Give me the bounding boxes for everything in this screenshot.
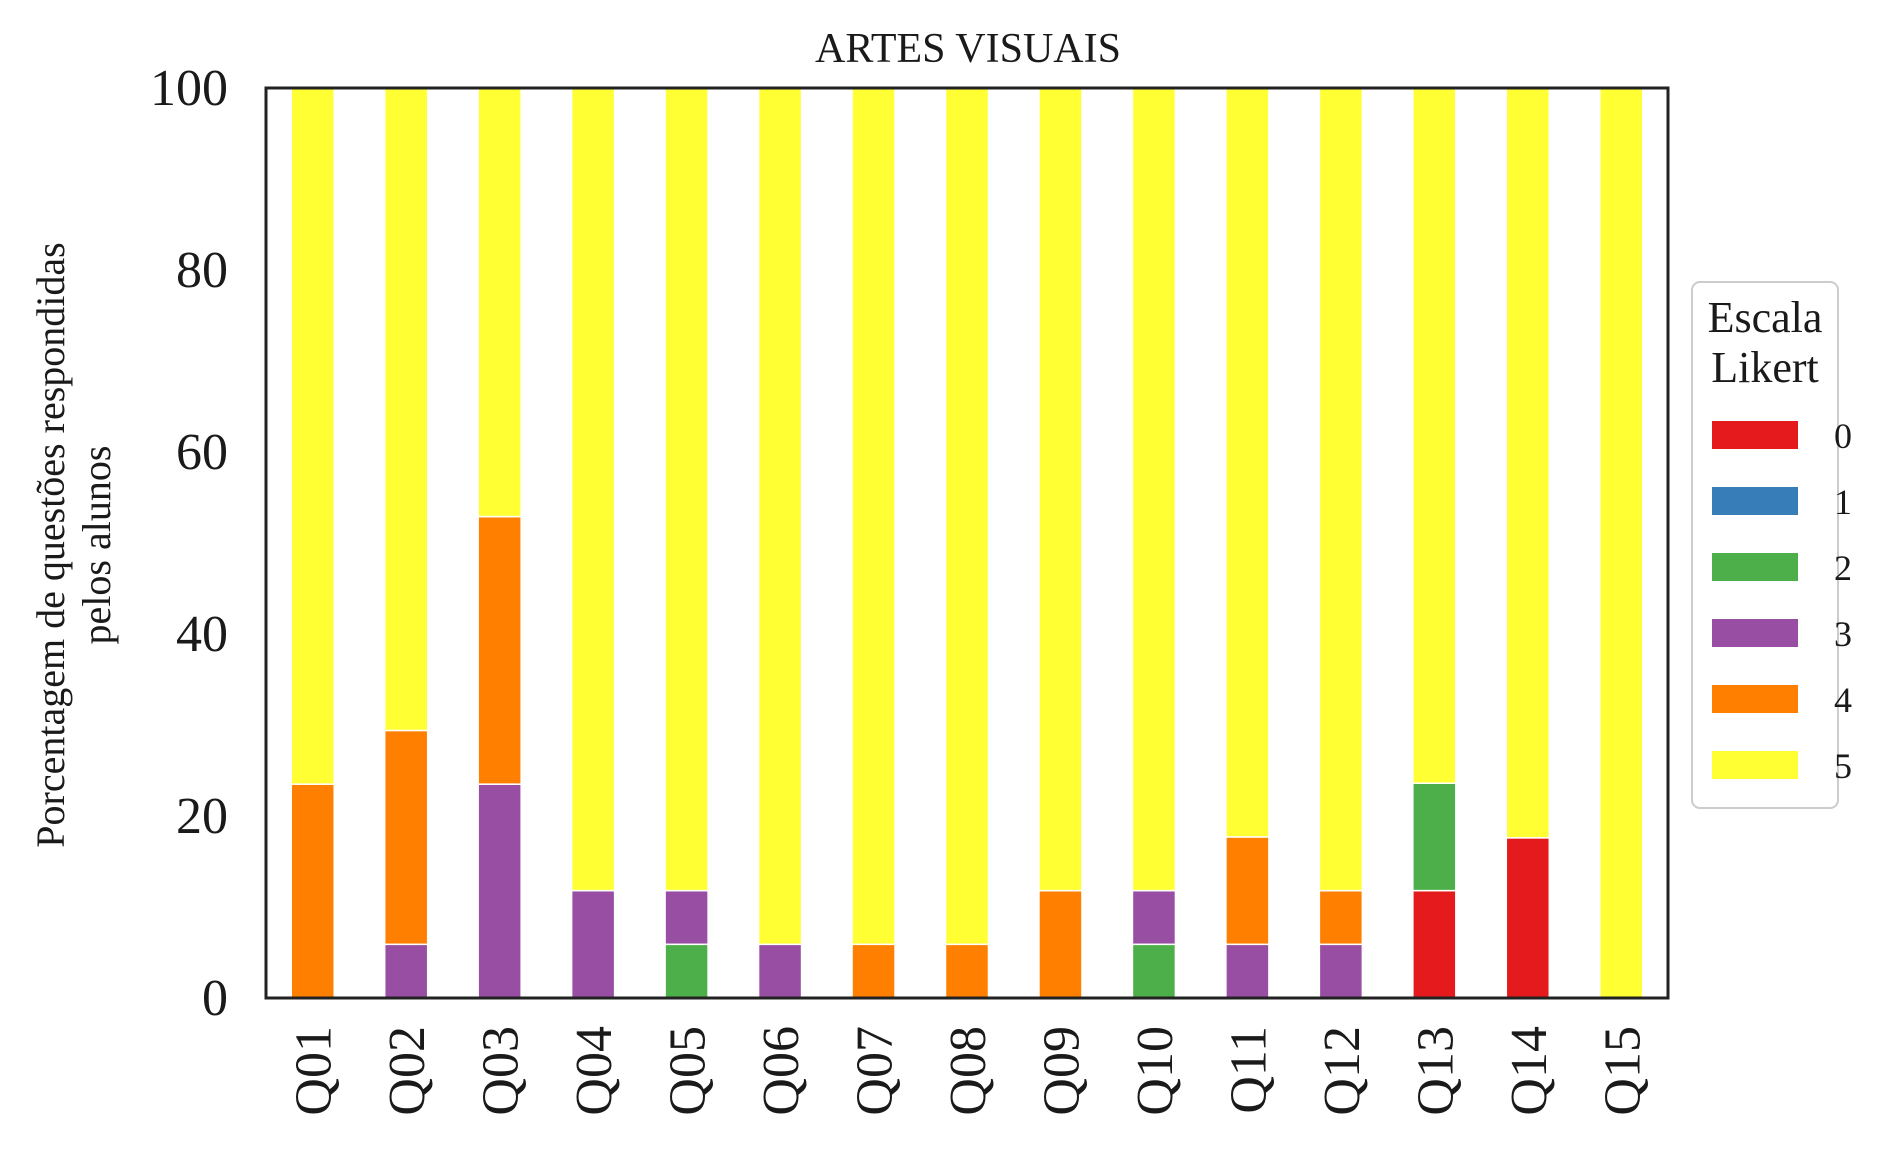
legend-label-1: 1 [1834, 482, 1852, 522]
y-axis-label-line-1: Porcentagem de questões respondidas [28, 242, 73, 847]
bar-q04-likert-5 [570, 87, 616, 892]
bar-q08-likert-5 [944, 87, 990, 946]
x-tick-label-q05: Q05 [660, 1026, 717, 1116]
legend-title-line-2: Likert [1711, 343, 1819, 392]
bar-q11-likert-3 [1225, 943, 1270, 999]
bar-q10-likert-5 [1131, 87, 1177, 892]
legend-swatch-0 [1712, 421, 1798, 449]
y-tick-label-0: 0 [202, 970, 228, 1027]
x-tick-label-q04: Q04 [566, 1026, 623, 1116]
legend-label-2: 2 [1834, 548, 1852, 588]
chart-title: ARTES VISUAIS [815, 26, 1121, 72]
bar-q12-likert-5 [1318, 87, 1364, 892]
x-tick-label-q13: Q13 [1407, 1026, 1464, 1116]
bar-q14-likert-5 [1505, 87, 1551, 839]
bar-q08-likert-4 [944, 943, 990, 999]
legend-label-3: 3 [1834, 614, 1852, 654]
bar-q05-likert-2 [664, 943, 709, 999]
plot-frame [264, 86, 1670, 1000]
bar-q01-likert-4 [290, 783, 335, 999]
x-tick-label-q11: Q11 [1220, 1026, 1277, 1114]
x-tick-label-q14: Q14 [1501, 1026, 1558, 1116]
bar-q06-likert-5 [757, 87, 803, 946]
y-tick-label-40: 40 [176, 606, 228, 663]
bar-q02-likert-4 [383, 729, 429, 946]
legend-label-5: 5 [1834, 746, 1852, 786]
x-tick-label-q06: Q06 [753, 1026, 810, 1116]
bar-q06-likert-3 [757, 943, 803, 999]
legend-label-0: 0 [1834, 416, 1852, 456]
bar-q03-likert-4 [477, 515, 522, 785]
bar-q14-likert-0 [1505, 837, 1551, 999]
bar-q13-likert-2 [1412, 782, 1457, 892]
y-axis-label: Porcentagem de questões respondidas pelo… [28, 242, 119, 847]
bar-q15-likert-5 [1599, 87, 1644, 999]
bar-q07-likert-4 [851, 943, 896, 999]
x-tick-label-q07: Q07 [847, 1026, 904, 1116]
legend: Escala Likert 0 1 2 3 4 5 [1691, 281, 1852, 809]
x-tick-label-q10: Q10 [1127, 1026, 1184, 1116]
y-tick-label-60: 60 [176, 424, 228, 481]
bar-q07-likert-5 [851, 87, 896, 946]
legend-swatch-5 [1712, 751, 1798, 779]
bar-q09-likert-4 [1038, 889, 1083, 999]
bar-q10-likert-2 [1131, 943, 1177, 999]
legend-box [1691, 281, 1839, 809]
bar-q04-likert-3 [570, 889, 616, 999]
y-tick-label-80: 80 [176, 242, 228, 299]
legend-swatch-2 [1712, 553, 1798, 581]
bar-q11-likert-4 [1225, 836, 1270, 946]
x-axis-ticks: Q01 Q02 Q03 Q04 Q05 Q06 Q07 Q08 Q09 Q10 Q11 Q12 Q13 Q… [286, 1026, 1652, 1116]
legend-swatch-1 [1712, 487, 1798, 515]
bar-q12-likert-3 [1318, 943, 1364, 999]
legend-swatch-4 [1712, 685, 1798, 713]
x-tick-label-q01: Q01 [286, 1026, 343, 1116]
x-tick-label-q15: Q15 [1594, 1026, 1651, 1116]
bar-q02-likert-3 [383, 943, 429, 999]
legend-items: 0 1 2 3 4 5 [1712, 416, 1852, 786]
bar-q10-likert-3 [1131, 889, 1177, 946]
bars-layer [290, 87, 1644, 999]
x-tick-label-q02: Q02 [379, 1026, 436, 1116]
y-axis-ticks: 0 20 40 60 80 100 [150, 60, 228, 1027]
legend-swatch-3 [1712, 619, 1798, 647]
legend-title-line-1: Escala [1708, 293, 1823, 342]
legend-label-4: 4 [1834, 680, 1852, 720]
bar-q03-likert-5 [477, 87, 522, 518]
bar-q03-likert-3 [477, 783, 522, 999]
bar-q09-likert-5 [1038, 87, 1083, 892]
bar-q05-likert-5 [664, 87, 709, 892]
x-tick-label-q08: Q08 [940, 1026, 997, 1116]
y-tick-label-20: 20 [176, 788, 228, 845]
bar-q12-likert-4 [1318, 889, 1364, 946]
bar-q13-likert-5 [1412, 87, 1457, 784]
bar-q11-likert-5 [1225, 87, 1270, 838]
bar-q01-likert-5 [290, 87, 335, 785]
y-tick-label-100: 100 [150, 60, 228, 117]
bar-q05-likert-3 [664, 889, 709, 946]
x-tick-label-q03: Q03 [473, 1026, 530, 1116]
bar-q02-likert-5 [383, 87, 429, 732]
bar-q13-likert-0 [1412, 889, 1457, 999]
x-tick-label-q12: Q12 [1314, 1026, 1371, 1116]
x-tick-label-q09: Q09 [1033, 1026, 1090, 1116]
y-axis-label-line-2: pelos alunos [74, 446, 119, 645]
